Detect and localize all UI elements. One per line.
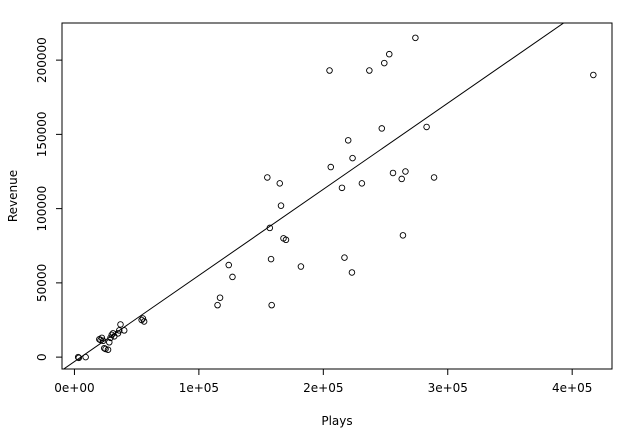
y-tick-label: 100000 (35, 186, 49, 232)
data-point (378, 125, 386, 132)
y-tick-label: 200000 (35, 37, 49, 83)
data-point (98, 334, 106, 342)
data-point (338, 184, 346, 192)
data-point (423, 123, 430, 131)
x-axis: 0e+00 1e+05 2e+05 3e+05 4e+05 (54, 369, 592, 395)
data-point (106, 339, 113, 346)
data-point (326, 67, 333, 74)
data-point (402, 168, 409, 175)
regression-line (62, 23, 565, 369)
data-point (114, 330, 122, 337)
data-point (115, 327, 123, 334)
data-point (389, 169, 397, 177)
data-point (358, 180, 366, 187)
x-axis-title: Plays (321, 414, 352, 428)
data-point (297, 263, 305, 270)
data-point (341, 254, 348, 261)
points-layer (74, 34, 597, 362)
data-point (399, 232, 407, 239)
data-point (216, 294, 224, 301)
data-point (430, 174, 438, 181)
data-point (74, 353, 82, 361)
data-point (277, 202, 285, 209)
data-point (264, 174, 271, 181)
x-tick-label: 3e+05 (428, 381, 468, 395)
x-tick-label: 4e+05 (552, 381, 592, 395)
data-point (381, 59, 388, 67)
x-tick-label: 0e+00 (54, 381, 94, 395)
data-point (267, 255, 275, 263)
plot-frame (61, 22, 613, 370)
data-point (282, 236, 290, 244)
data-point (99, 337, 107, 345)
data-point (349, 154, 356, 162)
data-point (366, 67, 373, 74)
data-point (266, 224, 274, 232)
data-point (276, 180, 284, 187)
y-axis: 0 50000 100000 150000 200000 (35, 37, 62, 361)
x-tick-label: 1e+05 (179, 381, 219, 395)
y-tick-label: 0 (35, 353, 49, 361)
y-tick-label: 150000 (35, 111, 49, 157)
data-point (214, 301, 221, 309)
data-point (327, 163, 335, 171)
data-point (75, 354, 83, 362)
data-point (82, 353, 89, 361)
data-point (225, 261, 232, 269)
data-point (117, 321, 124, 328)
data-point (104, 346, 112, 353)
data-point (120, 327, 128, 334)
x-tick-label: 2e+05 (303, 381, 343, 395)
regression-layer (62, 23, 565, 369)
data-point (348, 269, 356, 276)
data-point (412, 34, 419, 42)
data-point (268, 301, 275, 309)
data-point (229, 273, 236, 281)
data-point (344, 137, 352, 144)
data-point (139, 315, 147, 322)
data-point (140, 318, 148, 325)
data-point (109, 330, 117, 337)
y-tick-label: 50000 (35, 264, 49, 302)
data-point (398, 175, 405, 183)
data-point (590, 71, 597, 79)
data-point (101, 344, 108, 352)
y-axis-title: Revenue (6, 170, 20, 222)
data-point (386, 50, 393, 58)
